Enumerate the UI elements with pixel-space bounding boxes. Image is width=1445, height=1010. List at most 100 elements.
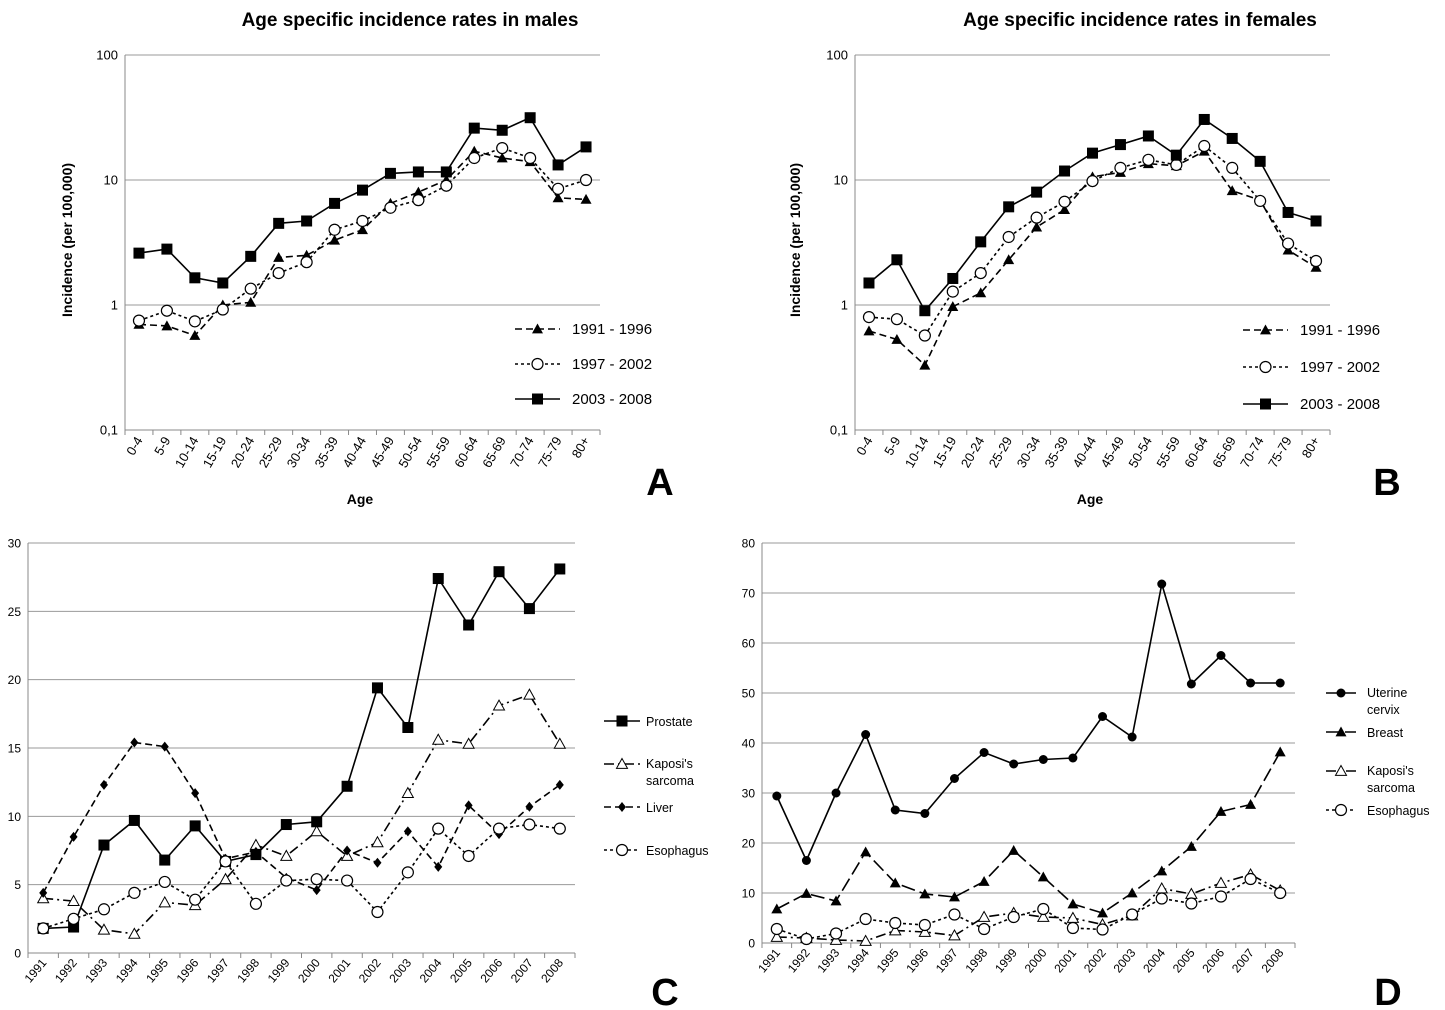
legend-marker — [531, 357, 544, 371]
series-1997-2002 — [862, 139, 1323, 342]
data-point — [977, 922, 991, 936]
data-point — [98, 839, 110, 851]
legend-label: Uterine cervix — [1367, 686, 1407, 717]
legend-label: Kaposi's sarcoma — [1367, 764, 1415, 795]
data-point — [244, 282, 257, 295]
data-point — [554, 563, 566, 575]
legend-marker — [532, 393, 543, 405]
x-tick-label: 60-64 — [451, 434, 481, 470]
data-point — [1087, 147, 1098, 159]
x-tick-label: 1996 — [903, 946, 931, 976]
y-tick-label: 0,1 — [100, 423, 118, 438]
data-point — [1067, 898, 1079, 909]
data-point — [245, 250, 257, 262]
data-point — [553, 822, 566, 835]
data-point — [464, 800, 473, 811]
legend-marker — [1334, 803, 1348, 817]
y-tick-label: 20 — [8, 673, 22, 687]
data-point — [412, 186, 424, 197]
data-point — [159, 854, 171, 866]
x-axis-title: Age — [347, 491, 374, 507]
data-point — [1038, 755, 1048, 764]
data-point — [356, 214, 369, 228]
data-point — [1226, 132, 1238, 144]
data-point — [1274, 886, 1287, 900]
data-point — [889, 916, 902, 930]
data-point — [357, 184, 368, 196]
chart-panel-b: 0,1 1 10 100 0-4 5-910-1415-1920-2425-2930-34… — [787, 10, 1401, 507]
x-tick-label: 2007 — [1229, 946, 1257, 976]
data-point — [1157, 579, 1167, 589]
data-point — [1156, 865, 1168, 876]
data-point — [343, 845, 352, 856]
y-tick-label: 5 — [14, 878, 21, 892]
x-tick-label: 2004 — [1140, 946, 1168, 976]
x-tick-label: 2005 — [1170, 946, 1198, 976]
x-tick-label: 2001 — [1051, 946, 1079, 976]
x-tick-label: 1994 — [113, 956, 141, 986]
data-point — [329, 234, 341, 245]
x-tick-label: 25-29 — [986, 434, 1016, 470]
x-tick-label: 40-44 — [339, 434, 369, 470]
data-point — [434, 861, 443, 872]
data-point — [829, 927, 843, 940]
data-point — [189, 820, 201, 832]
data-point — [468, 122, 480, 134]
y-axis-title: Incidence (per 100,000) — [787, 163, 803, 317]
x-tick-label: 1995 — [143, 956, 171, 986]
series-line — [42, 823, 560, 930]
data-point — [273, 217, 285, 229]
data-point — [1008, 845, 1020, 855]
legend-marker — [532, 323, 543, 334]
data-point — [579, 173, 593, 187]
data-point — [401, 866, 414, 879]
data-point — [340, 874, 354, 887]
data-point — [189, 272, 201, 284]
x-tick-label: 1999 — [265, 956, 293, 986]
data-point — [889, 877, 901, 888]
legend-label: 1991 - 1996 — [572, 321, 652, 338]
data-point — [310, 824, 324, 837]
data-point — [1310, 215, 1322, 227]
data-point — [1114, 139, 1126, 151]
data-point — [69, 831, 78, 842]
data-point — [412, 166, 424, 178]
data-point — [1037, 902, 1050, 916]
data-point — [831, 788, 841, 798]
legend: Uterine cervix Breast Kaposi's sarcoma Esopha… — [1326, 686, 1430, 818]
legend-marker — [1336, 688, 1346, 698]
data-point — [890, 805, 900, 815]
data-point — [1002, 230, 1015, 244]
legend-marker — [1260, 324, 1271, 335]
x-tick-label: 30-34 — [1014, 434, 1044, 470]
data-point — [496, 152, 508, 163]
x-tick-label: 65-69 — [1209, 434, 1239, 470]
data-point — [492, 822, 506, 835]
legend-marker — [1260, 398, 1271, 410]
data-point — [1126, 908, 1139, 921]
chart-panel-a: 0,1 1 10 100 0-4 5-910-1415-1920-2425-2930-34… — [59, 10, 674, 507]
data-point — [496, 124, 508, 136]
data-point — [128, 886, 141, 899]
series-2003-2008 — [133, 112, 592, 289]
x-tick-label: 60-64 — [1181, 434, 1211, 470]
x-tick-label: 75-79 — [1265, 434, 1295, 470]
x-tick-label: 70-74 — [1237, 434, 1267, 470]
y-axis-title: Incidence (per 100,000) — [59, 163, 75, 317]
x-tick-label: 1992 — [785, 946, 813, 976]
data-point — [920, 809, 930, 818]
data-point — [1007, 910, 1020, 924]
data-point — [1155, 892, 1168, 905]
data-point — [133, 247, 145, 259]
data-point — [524, 151, 537, 165]
data-point — [918, 925, 932, 937]
data-point — [217, 277, 229, 289]
data-point — [401, 786, 415, 798]
data-point — [888, 923, 902, 936]
x-tick-label: 50-54 — [1125, 434, 1155, 470]
x-tick-label: 1995 — [874, 946, 902, 976]
x-tick-label: 30-34 — [284, 434, 314, 470]
legend: 1991 - 1996 1997 - 2002 2003 - 2008 — [1243, 322, 1380, 413]
data-point — [280, 874, 293, 887]
data-point — [918, 329, 931, 342]
